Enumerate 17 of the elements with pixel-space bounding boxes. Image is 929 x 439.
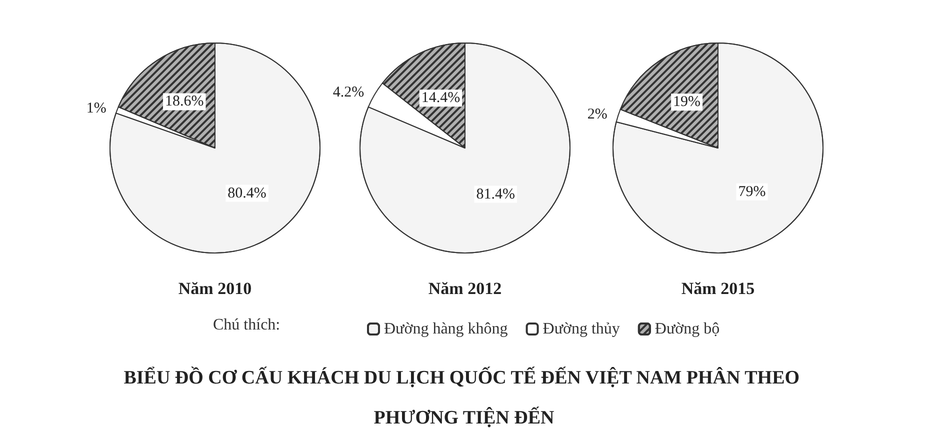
data-label: 80.4% (228, 185, 266, 202)
legend-title: Chú thích: (213, 316, 280, 334)
text: BIỂU ĐỒ CƠ CẤU KHÁCH DU LỊCH QUỐC TẾ ĐẾN VIỆT NAM PHÂN THEO PHƯƠNG TIỆN ĐẾN (124, 366, 804, 428)
legend-label: Đường hàng không (384, 320, 508, 338)
data-label: 2% (587, 106, 608, 122)
data-label: 4.2% (332, 84, 364, 101)
data-label: 81.4% (476, 186, 515, 202)
slice-label: Năm 2015 (681, 279, 755, 298)
slice-label: Năm 2012 (428, 279, 502, 298)
data-label: 1% (86, 100, 106, 117)
legend-label: Đường thủy (542, 320, 620, 338)
data-label: 14.4% (421, 90, 460, 106)
legend-label: Đường bộ (654, 320, 720, 338)
data-label: 19% (673, 94, 701, 110)
data-label: 79% (738, 184, 766, 200)
slice-label: Năm 2010 (178, 279, 252, 298)
data-label: 18.6% (165, 94, 204, 110)
